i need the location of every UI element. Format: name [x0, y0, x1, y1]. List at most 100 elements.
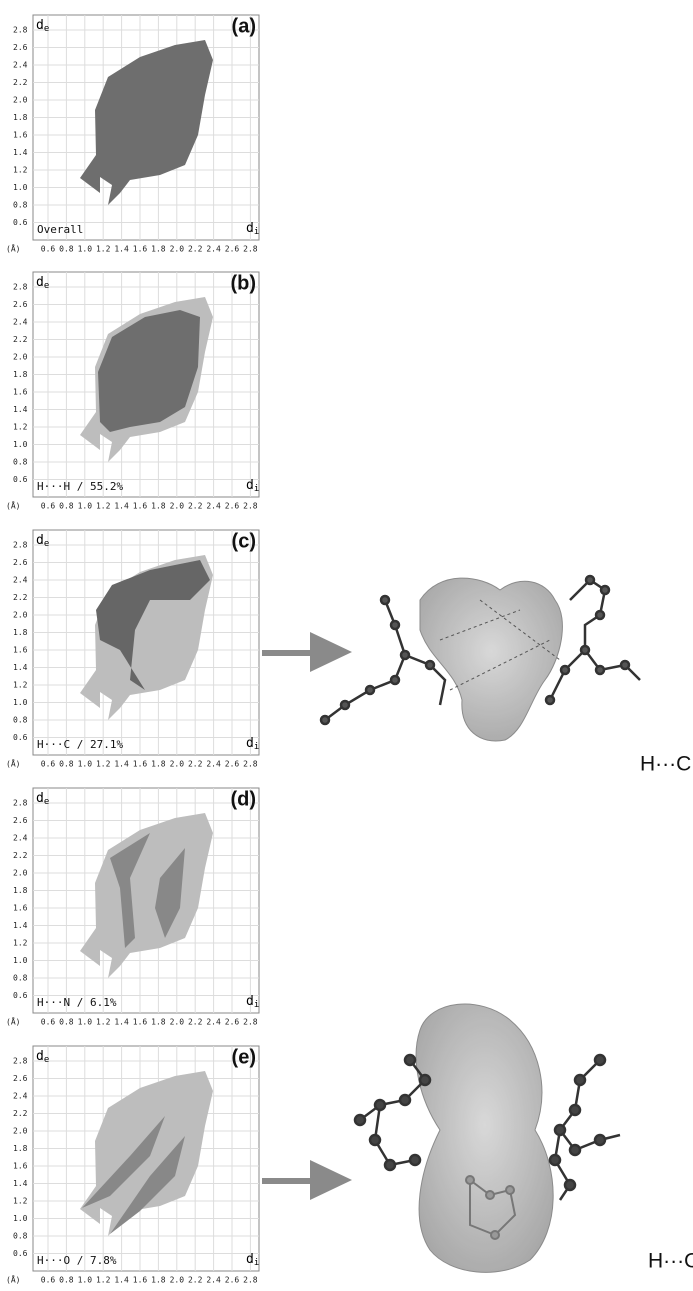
axis-label-main: d — [246, 736, 254, 751]
x-tick-label: 1.4 — [114, 245, 129, 254]
y-tick-label: 1.0 — [13, 183, 28, 192]
y-tick-label: 2.0 — [13, 96, 28, 105]
axis-label-main: d — [246, 1252, 254, 1267]
panel-label: (a) — [232, 15, 256, 37]
x-tick-label: 0.6 — [41, 760, 56, 769]
x-tick-label: 2.2 — [188, 1276, 203, 1285]
y-tick-label: 2.8 — [13, 541, 28, 550]
y-axis-label: de — [36, 533, 49, 549]
y-tick-label: 2.2 — [13, 851, 28, 860]
x-tick-label: 1.4 — [114, 502, 129, 511]
x-axis-label: di — [246, 478, 259, 494]
fingerprint-panel: 0.60.81.01.21.41.61.82.02.22.42.62.80.6 0… — [6, 271, 260, 511]
panel-label: (e) — [232, 1046, 256, 1068]
y-tick-label: 2.6 — [13, 816, 28, 825]
axis-label-sub: e — [44, 24, 49, 34]
fingerprint-panel: 0.60.81.01.21.41.61.82.02.22.42.62.80.6 0… — [6, 14, 260, 254]
y-tick-label: 0.6 — [13, 1249, 28, 1258]
y-tick-label: 1.2 — [13, 166, 28, 175]
y-tick-label: 2.2 — [13, 335, 28, 344]
fingerprint-highlight — [98, 310, 200, 432]
x-tick-label: 1.0 — [78, 760, 93, 769]
x-tick-label: 2.6 — [225, 760, 240, 769]
y-axis-label: de — [36, 275, 49, 291]
x-tick-label: 1.2 — [96, 760, 111, 769]
x-unit: (Å) — [6, 758, 20, 769]
axis-label-sub: i — [254, 227, 259, 237]
axis-label-sub: e — [44, 797, 49, 807]
x-tick-label: 2.4 — [206, 502, 221, 511]
y-tick-label: 2.0 — [13, 611, 28, 620]
y-tick-label: 2.4 — [13, 834, 28, 843]
x-tick-label: 0.8 — [59, 1276, 74, 1285]
y-tick-label: 1.8 — [13, 370, 28, 379]
y-tick-label: 2.2 — [13, 78, 28, 87]
y-tick-label: 2.8 — [13, 26, 28, 35]
fingerprint-highlight — [82, 1116, 185, 1234]
hirshfeld-surface — [415, 1003, 554, 1273]
x-tick-label: 1.4 — [114, 760, 129, 769]
x-unit: (Å) — [6, 1016, 20, 1027]
x-unit: (Å) — [6, 500, 20, 511]
x-tick-label: 2.2 — [188, 760, 203, 769]
x-tick-label: 1.8 — [151, 1018, 166, 1027]
x-tick-label: 0.6 — [41, 1276, 56, 1285]
x-tick-label: 1.0 — [78, 1276, 93, 1285]
fingerprint-highlight — [96, 560, 210, 690]
x-tick-label: 2.2 — [188, 245, 203, 254]
panel-annotation: Overall — [37, 223, 83, 236]
axis-label-sub: i — [254, 1258, 259, 1268]
axis-label-main: d — [246, 221, 254, 236]
x-tick-label: 1.8 — [151, 502, 166, 511]
axis-label-main: d — [36, 791, 44, 806]
x-tick-label: 1.4 — [114, 1276, 129, 1285]
y-tick-label: 1.2 — [13, 939, 28, 948]
y-tick-label: 1.4 — [13, 1179, 28, 1188]
y-tick-label: 2.6 — [13, 1074, 28, 1083]
y-tick-label: 1.8 — [13, 886, 28, 895]
x-tick-label: 0.8 — [59, 245, 74, 254]
y-tick-label: 0.8 — [13, 716, 28, 725]
x-tick-label: 1.2 — [96, 1276, 111, 1285]
y-tick-label: 1.4 — [13, 663, 28, 672]
x-tick-label: 0.8 — [59, 502, 74, 511]
panel-annotation: H···H / 55.2% — [37, 480, 123, 493]
y-tick-label: 0.6 — [13, 991, 28, 1000]
y-tick-label: 0.8 — [13, 458, 28, 467]
axis-label-sub: i — [254, 484, 259, 494]
x-tick-label: 2.0 — [170, 245, 185, 254]
x-tick-label: 2.6 — [225, 245, 240, 254]
panel-label: (c) — [232, 530, 256, 552]
y-tick-label: 1.4 — [13, 921, 28, 930]
x-tick-label: 1.8 — [151, 760, 166, 769]
y-tick-label: 1.0 — [13, 440, 28, 449]
x-tick-label: 2.4 — [206, 760, 221, 769]
y-tick-label: 1.6 — [13, 904, 28, 913]
x-tick-label: 2.0 — [170, 1276, 185, 1285]
x-tick-label: 1.2 — [96, 245, 111, 254]
y-tick-label: 2.8 — [13, 1057, 28, 1066]
molecule-view-e — [262, 1003, 621, 1273]
y-tick-label: 2.4 — [13, 61, 28, 70]
panel-annotation: H···N / 6.1% — [37, 996, 117, 1009]
axis-label-main: d — [246, 994, 254, 1009]
y-tick-label: 0.8 — [13, 1232, 28, 1241]
y-tick-label: 2.4 — [13, 1092, 28, 1101]
molecule-view-c — [262, 574, 641, 742]
y-tick-label: 0.8 — [13, 201, 28, 210]
x-unit: (Å) — [6, 243, 20, 254]
panel-annotation: H···O / 7.8% — [37, 1254, 117, 1267]
x-tick-label: 2.8 — [243, 1276, 258, 1285]
x-tick-label: 1.0 — [78, 1018, 93, 1027]
x-tick-label: 1.0 — [78, 502, 93, 511]
x-tick-label: 2.0 — [170, 760, 185, 769]
axis-label-main: d — [246, 478, 254, 493]
x-tick-label: 1.6 — [133, 245, 148, 254]
fingerprint-panel: 0.60.81.01.21.41.61.82.02.22.42.62.80.6 0… — [6, 1045, 260, 1285]
y-tick-label: 1.2 — [13, 1197, 28, 1206]
panel-annotation: H···C / 27.1% — [37, 738, 123, 751]
x-axis-label: di — [246, 736, 259, 752]
axis-label-main: d — [36, 275, 44, 290]
x-tick-label: 2.2 — [188, 1018, 203, 1027]
arrow — [262, 1160, 352, 1200]
